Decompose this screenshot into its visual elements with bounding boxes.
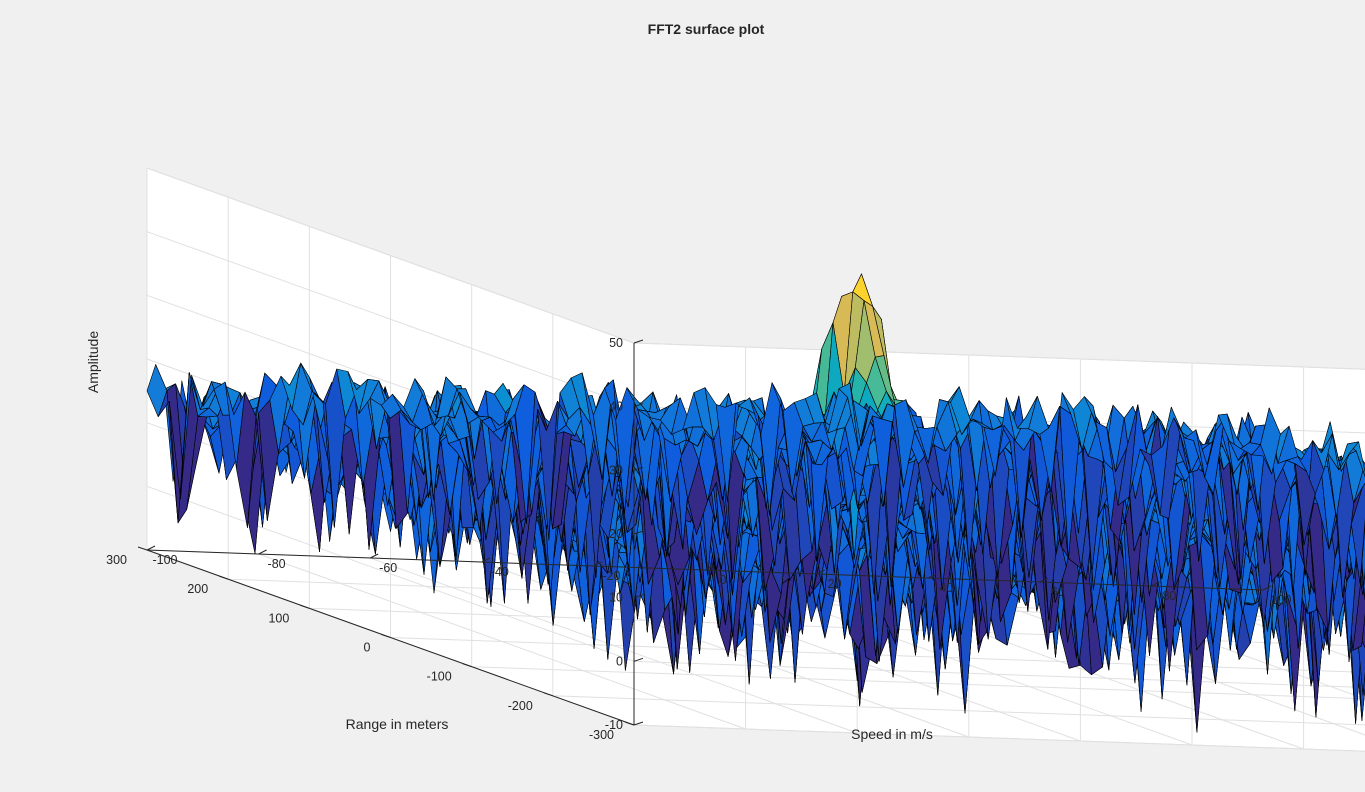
surface-plot[interactable] (146, 273, 1365, 733)
box-top-edge (633, 342, 1365, 370)
box-top-edge (146, 167, 635, 344)
